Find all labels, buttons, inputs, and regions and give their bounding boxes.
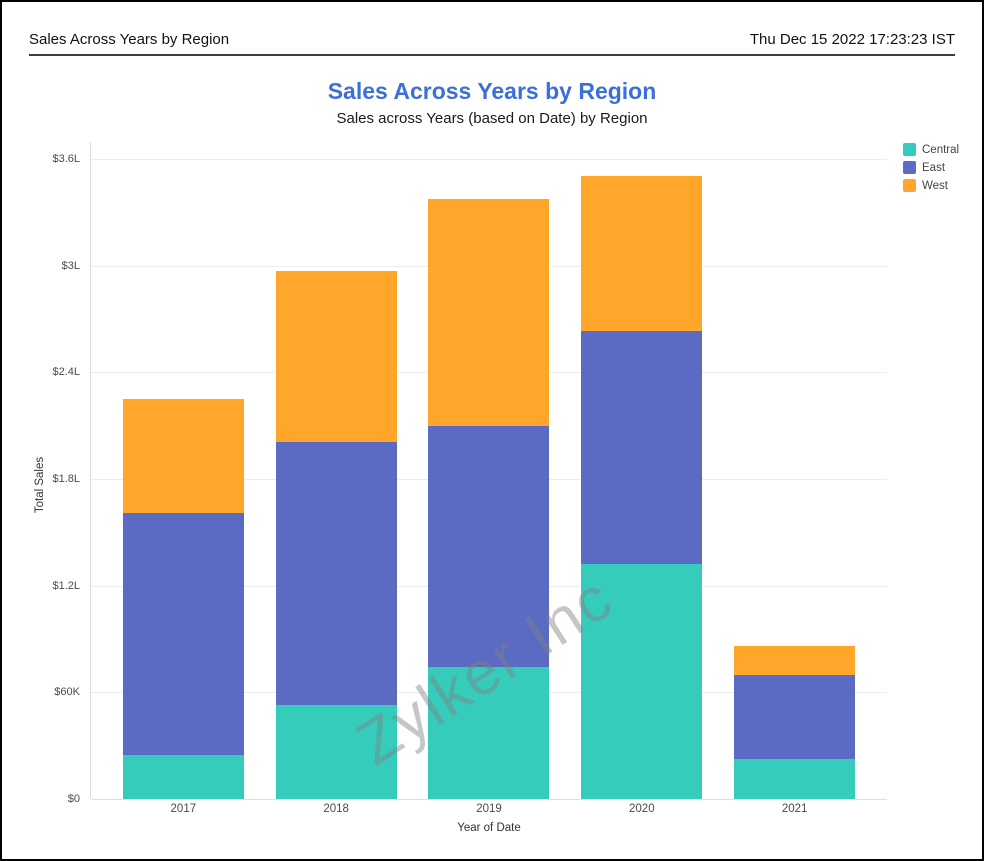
x-axis-title: Year of Date <box>457 822 521 834</box>
bar-segment-2017-east[interactable] <box>122 512 244 755</box>
legend-swatch-icon <box>903 143 916 156</box>
bars-container <box>91 159 887 799</box>
report-timestamp: Thu Dec 15 2022 17:23:23 IST <box>749 31 955 48</box>
bar-segment-2020-central[interactable] <box>581 564 703 799</box>
x-axis-ticks: 2017 2018 2019 2020 2021 <box>91 803 887 815</box>
bar-2021 <box>734 646 856 799</box>
y-axis-line <box>90 142 91 799</box>
legend-swatch-icon <box>903 179 916 192</box>
chart-title: Sales Across Years by Region <box>327 78 657 104</box>
bar-segment-2021-west[interactable] <box>734 646 856 676</box>
bar-segment-2019-east[interactable] <box>428 425 550 667</box>
legend: Central East West <box>903 143 959 192</box>
legend-label: West <box>922 179 948 192</box>
report-header: Sales Across Years by Region Thu Dec 15 … <box>29 2 955 56</box>
x-tick-label: 2017 <box>170 803 197 815</box>
y-tick-label: $1.2L <box>52 579 80 592</box>
y-axis-title: Total Sales <box>34 456 46 514</box>
legend-item-east[interactable]: East <box>903 161 959 174</box>
bar-2020 <box>581 175 703 799</box>
y-tick-label: $3.6L <box>52 153 80 165</box>
bar-2019 <box>428 199 550 799</box>
bar-2018 <box>275 271 397 799</box>
y-tick-label: $0 <box>67 793 80 805</box>
bar-segment-2017-central[interactable] <box>122 754 244 799</box>
bar-segment-2019-central[interactable] <box>428 666 550 799</box>
legend-item-central[interactable]: Central <box>903 143 959 156</box>
x-tick-label: 2018 <box>323 803 349 815</box>
legend-swatch-icon <box>903 161 916 174</box>
y-tick-label: $1.8L <box>52 473 80 485</box>
plot-area <box>91 159 887 800</box>
bar-segment-2020-west[interactable] <box>581 175 703 331</box>
y-tick-label: $60K <box>54 686 80 699</box>
bar-segment-2021-central[interactable] <box>734 759 856 799</box>
bar-segment-2020-east[interactable] <box>581 330 703 565</box>
y-tick-label: $3L <box>61 259 80 272</box>
x-tick-label: 2019 <box>476 803 502 815</box>
y-axis-ticks: $0 $60K $1.2L $1.8L $2.4L $3L $3.6L <box>2 153 80 805</box>
bar-segment-2018-west[interactable] <box>275 271 397 442</box>
gridline <box>91 159 887 160</box>
legend-label: Central <box>922 143 960 156</box>
bar-segment-2018-east[interactable] <box>275 441 397 705</box>
gridline <box>91 799 887 800</box>
legend-item-west[interactable]: West <box>903 179 959 192</box>
bar-2017 <box>122 399 244 799</box>
bar-segment-2018-central[interactable] <box>275 704 397 799</box>
x-tick-label: 2021 <box>781 803 808 815</box>
report-header-title: Sales Across Years by Region <box>29 31 230 48</box>
y-tick-label: $2.4L <box>52 366 80 379</box>
chart-subtitle: Sales across Years (based on Date) by Re… <box>336 110 648 127</box>
bar-segment-2021-east[interactable] <box>734 675 856 759</box>
legend-label: East <box>922 161 946 174</box>
bar-segment-2019-west[interactable] <box>428 199 550 426</box>
bar-segment-2017-west[interactable] <box>122 399 244 513</box>
x-tick-label: 2020 <box>629 803 655 815</box>
